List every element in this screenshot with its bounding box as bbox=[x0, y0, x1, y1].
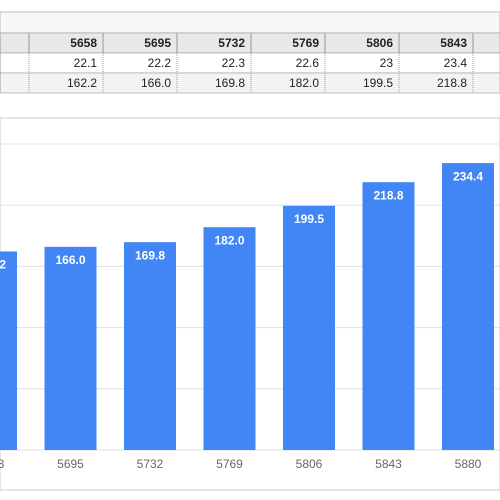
data-label: 218.8 bbox=[373, 188, 403, 202]
data-label: 162.2 bbox=[0, 258, 6, 272]
cell: 218.8 bbox=[437, 76, 467, 90]
column-header: 5769 bbox=[292, 36, 319, 50]
x-tick-label: 5695 bbox=[57, 457, 84, 471]
column-header: 5732 bbox=[218, 36, 245, 50]
cell: 199.5 bbox=[363, 76, 393, 90]
row-bg bbox=[0, 72, 500, 94]
column-header: 5843 bbox=[440, 36, 467, 50]
cell: 166.0 bbox=[141, 76, 171, 90]
column-header: 5695 bbox=[144, 36, 171, 50]
data-label: 166.0 bbox=[55, 253, 85, 267]
bar bbox=[362, 182, 415, 451]
bar bbox=[0, 251, 17, 450]
bar bbox=[442, 163, 494, 450]
x-tick-label: 5732 bbox=[137, 457, 164, 471]
x-tick-label: 5658 bbox=[0, 457, 5, 471]
cell: 182.0 bbox=[289, 76, 319, 90]
x-tick-label: 5806 bbox=[296, 457, 323, 471]
cell: 169.8 bbox=[215, 76, 245, 90]
cell: 162.2 bbox=[67, 76, 97, 90]
cell: 23.4 bbox=[444, 56, 468, 70]
cell: 23 bbox=[380, 56, 394, 70]
x-tick-label: 5880 bbox=[455, 457, 482, 471]
sheet-bar bbox=[0, 11, 500, 34]
x-tick-label: 5843 bbox=[375, 457, 402, 471]
x-tick-label: 5769 bbox=[216, 457, 243, 471]
bar bbox=[283, 205, 335, 450]
data-label: 169.8 bbox=[135, 248, 165, 262]
column-header: 5806 bbox=[366, 36, 393, 50]
data-label: 234.4 bbox=[453, 169, 483, 183]
cell: 22.6 bbox=[296, 56, 320, 70]
cell: 22.3 bbox=[222, 56, 246, 70]
bar bbox=[203, 227, 256, 450]
data-label: 199.5 bbox=[294, 212, 324, 226]
bar bbox=[44, 246, 97, 450]
cell: 22.1 bbox=[74, 56, 98, 70]
bar bbox=[124, 242, 176, 450]
data-label: 182.0 bbox=[214, 233, 244, 247]
column-header: 5658 bbox=[70, 36, 97, 50]
cell: 22.2 bbox=[148, 56, 172, 70]
